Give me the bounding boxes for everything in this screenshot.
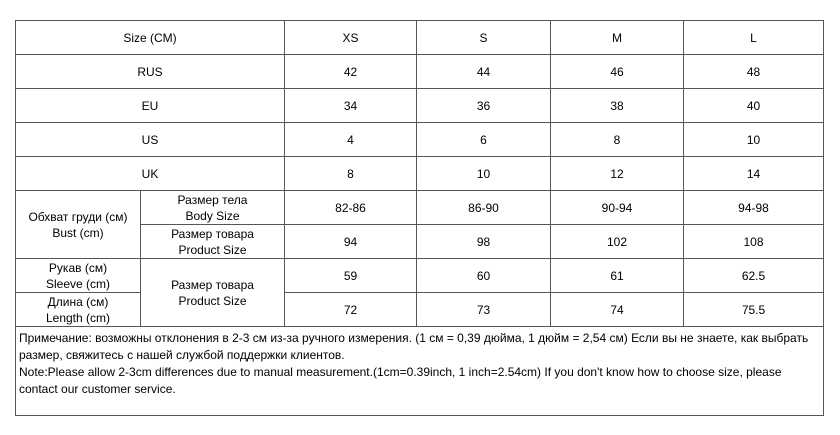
value-cell: 94-98 bbox=[683, 190, 824, 225]
value-cell: 12 bbox=[550, 156, 684, 191]
table-row: Обхват груди (см) Bust (cm) Размер тела Bod… bbox=[15, 190, 824, 259]
corner-header: Size (CM) bbox=[15, 20, 285, 55]
row-label: UK bbox=[15, 156, 285, 191]
value-cell: 42 bbox=[284, 54, 417, 89]
value-cell: 74 bbox=[550, 292, 684, 327]
value-cell: 6 bbox=[416, 122, 551, 157]
value-cell: 90-94 bbox=[550, 190, 684, 225]
size-header: M bbox=[550, 20, 684, 55]
label-line: Length (cm) bbox=[45, 310, 111, 325]
table-row: UK 8 10 12 14 bbox=[15, 156, 824, 191]
row-label: RUS bbox=[15, 54, 285, 89]
row-label: Рукав (см) Sleeve (cm) bbox=[15, 258, 141, 293]
value-cell: 38 bbox=[550, 88, 684, 123]
table-row: Длина (см) Length (cm) 72 73 74 75.5 bbox=[15, 292, 824, 327]
value-cell: 94 bbox=[284, 224, 417, 259]
label-line: Обхват груди (см) bbox=[28, 209, 128, 224]
value-cell: 46 bbox=[550, 54, 684, 89]
size-header: XS bbox=[284, 20, 417, 55]
value-cell: 48 bbox=[683, 54, 824, 89]
value-cell: 59 bbox=[284, 258, 417, 293]
value-cell: 10 bbox=[416, 156, 551, 191]
value-cell: 10 bbox=[683, 122, 824, 157]
value-cell: 82-86 bbox=[284, 190, 417, 225]
table-row: Рукав (см) Sleeve (cm) Размер товара Produc… bbox=[15, 258, 824, 327]
sub-label: Размер товара Product Size bbox=[140, 258, 285, 327]
value-cell: 62.5 bbox=[683, 258, 824, 293]
value-cell: 8 bbox=[550, 122, 684, 157]
row-label: Длина (см) Length (cm) bbox=[15, 292, 141, 327]
value-cell: 102 bbox=[550, 224, 684, 259]
value-cell: 40 bbox=[683, 88, 824, 123]
label-line: Bust (cm) bbox=[52, 225, 104, 240]
table-row: Примечание: возможны отклонения в 2-3 см… bbox=[15, 326, 824, 416]
table-body: Size (CM) XS S M L RUS 42 44 46 48 EU 34 36 38 40 US 4 6 8… bbox=[15, 20, 824, 416]
value-cell: 60 bbox=[416, 258, 551, 293]
value-cell: 73 bbox=[416, 292, 551, 327]
size-header: L bbox=[683, 20, 824, 55]
value-cell: 44 bbox=[416, 54, 551, 89]
row-label: US bbox=[15, 122, 285, 157]
value-cell: 72 bbox=[284, 292, 417, 327]
value-cell: 34 bbox=[284, 88, 417, 123]
value-cell: 8 bbox=[284, 156, 417, 191]
value-cell: 75.5 bbox=[683, 292, 824, 327]
label-line: Размер товара bbox=[171, 277, 254, 292]
value-cell: 36 bbox=[416, 88, 551, 123]
table-row: US 4 6 8 10 bbox=[15, 122, 824, 157]
label-line: Рукав (см) bbox=[48, 260, 108, 275]
value-cell: 61 bbox=[550, 258, 684, 293]
sub-label: Размер тела Body Size bbox=[140, 190, 285, 225]
sub-label: Размер товара Product Size bbox=[140, 224, 285, 259]
table-row: Размер товара Product Size 94 98 102 108 bbox=[16, 224, 824, 259]
row-label: EU bbox=[15, 88, 285, 123]
table-row: RUS 42 44 46 48 bbox=[15, 54, 824, 89]
value-cell: 4 bbox=[284, 122, 417, 157]
size-table: Size (CM) XS S M L RUS 42 44 46 48 EU 34 36 38 40 US 4 6 8… bbox=[15, 20, 824, 416]
size-header: S bbox=[416, 20, 551, 55]
label-line: Длина (см) bbox=[47, 294, 109, 309]
group-label: Обхват груди (см) Bust (cm) bbox=[15, 190, 141, 259]
label-line: Sleeve (cm) bbox=[45, 276, 110, 291]
note-text: Примечание: возможны отклонения в 2-3 см… bbox=[19, 331, 809, 362]
label-line: Размер товара bbox=[171, 226, 254, 241]
value-cell: 98 bbox=[416, 224, 551, 259]
label-line: Product Size bbox=[178, 242, 247, 257]
table-row: Size (CM) XS S M L bbox=[15, 20, 824, 55]
label-line: Body Size bbox=[185, 208, 240, 223]
note-cell: Примечание: возможны отклонения в 2-3 см… bbox=[15, 326, 824, 416]
label-line: Размер тела bbox=[177, 192, 248, 207]
value-cell: 14 bbox=[683, 156, 824, 191]
table-row: EU 34 36 38 40 bbox=[15, 88, 824, 123]
label-line: Product Size bbox=[178, 293, 247, 308]
note-text: Note:Please allow 2-3cm differences due … bbox=[19, 365, 782, 396]
value-cell: 108 bbox=[683, 224, 824, 259]
value-cell: 86-90 bbox=[416, 190, 551, 225]
